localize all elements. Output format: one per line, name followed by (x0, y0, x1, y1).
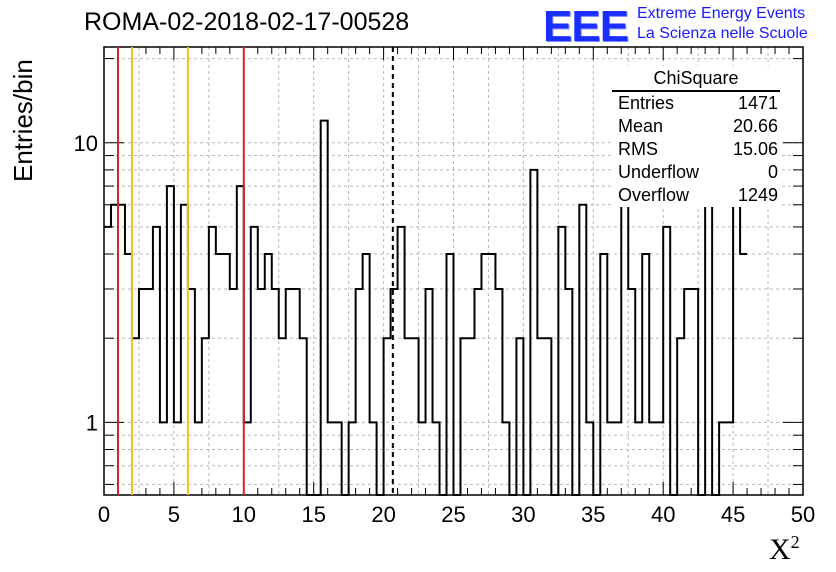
x-tick-label: 15 (301, 502, 325, 527)
x-axis-label: X2 (769, 532, 800, 566)
stats-box: ChiSquare Entries 1471 Mean 20.66 RMS 15… (612, 66, 780, 207)
stats-value: 0 (767, 162, 778, 182)
stats-title: ChiSquare (612, 66, 780, 92)
x-tick-label: 0 (98, 502, 110, 527)
x-tick-label: 45 (721, 502, 745, 527)
stats-row-overflow: Overflow 1249 (612, 184, 780, 207)
histogram-series (104, 119, 748, 496)
stats-label: Mean (618, 116, 664, 136)
y-tick-label: 10 (74, 131, 98, 156)
y-axis-label: Entries/bin (8, 59, 38, 182)
eee-logo: EEE (543, 2, 629, 51)
stats-row-underflow: Underflow 0 (612, 161, 780, 184)
logo-line-2: La Scienza nelle Scuole (637, 25, 808, 42)
stats-value: 20.66 (732, 116, 778, 136)
chart-title: ROMA-02-2018-02-17-00528 (84, 8, 410, 36)
stats-row-entries: Entries 1471 (612, 92, 780, 115)
stats-label: RMS (618, 139, 658, 159)
stats-row-rms: RMS 15.06 (612, 138, 780, 161)
stats-value: 1471 (737, 93, 778, 113)
stats-label: Overflow (618, 185, 690, 205)
x-tick-label: 20 (371, 502, 395, 527)
stats-row-mean: Mean 20.66 (612, 115, 780, 138)
x-tick-label: 50 (791, 502, 815, 527)
logo-line-1: Extreme Energy Events (637, 5, 806, 22)
stats-label: Entries (618, 93, 675, 113)
x-tick-label: 35 (581, 502, 605, 527)
stats-label: Underflow (618, 162, 700, 182)
x-tick-label: 5 (168, 502, 180, 527)
x-tick-label: 10 (232, 502, 256, 527)
x-tick-label: 40 (651, 502, 675, 527)
x-tick-label: 25 (441, 502, 465, 527)
y-tick-label: 1 (86, 410, 98, 435)
x-tick-label: 30 (511, 502, 535, 527)
stats-value: 1249 (737, 185, 778, 205)
stats-value: 15.06 (732, 139, 778, 159)
